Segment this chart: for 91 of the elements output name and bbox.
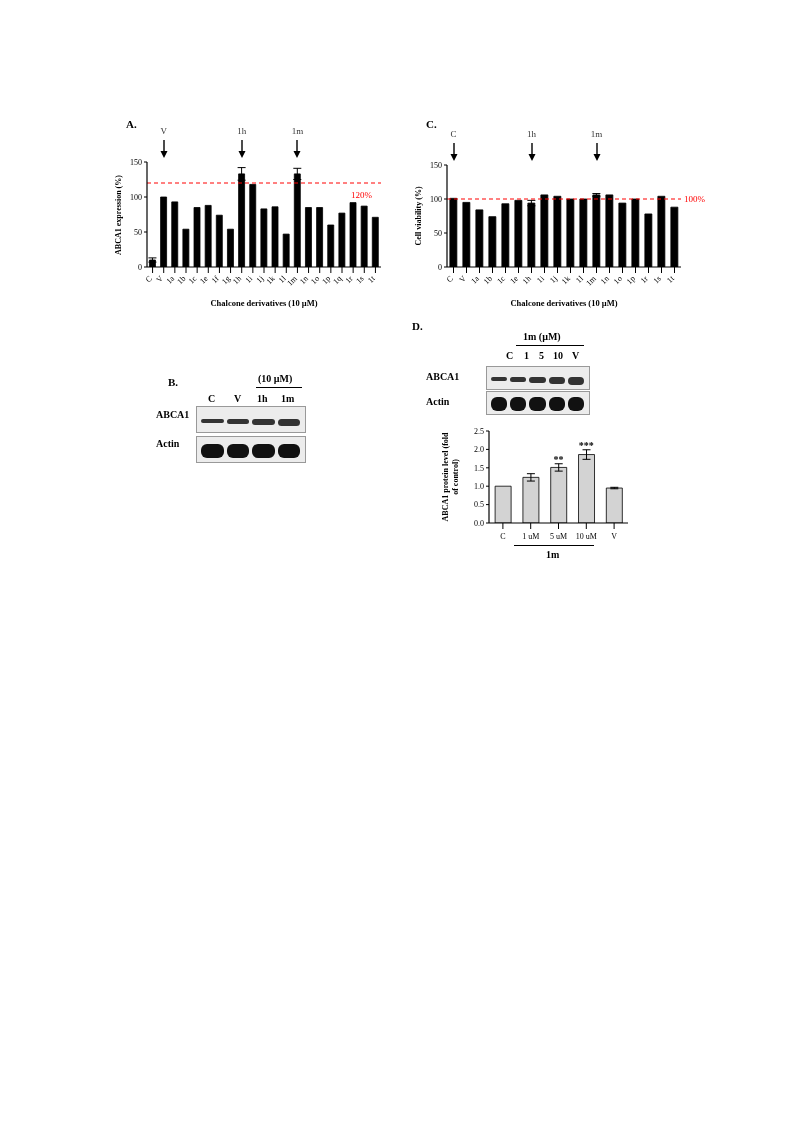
x-axis-title: Chalcone derivatives (10 µM) bbox=[509, 298, 619, 308]
x-tick-label: 1h bbox=[520, 274, 533, 287]
x-tick-label: 1p bbox=[320, 274, 333, 287]
y-tick-label: 0.5 bbox=[474, 500, 484, 510]
y-tick-label: 100 bbox=[130, 192, 142, 202]
x-tick-label: 1o bbox=[309, 274, 322, 287]
x-tick-label: 1n bbox=[297, 274, 310, 287]
text: 1h bbox=[526, 129, 537, 139]
text: 1h bbox=[257, 393, 268, 404]
x-tick-label: 1j bbox=[254, 274, 266, 285]
y-tick-label: 0 bbox=[138, 262, 142, 272]
chart-title: A. bbox=[126, 118, 137, 130]
x-tick-label: C bbox=[444, 274, 455, 285]
y-tick-label: 1.5 bbox=[474, 463, 484, 473]
y-tick-label: 1.0 bbox=[474, 482, 484, 492]
text: 10 bbox=[553, 350, 563, 361]
x-tick-label: 1i bbox=[243, 273, 255, 285]
ref-line-label: 120% bbox=[351, 190, 373, 201]
chart-title: C. bbox=[426, 118, 437, 130]
y-tick-label: 50 bbox=[434, 228, 442, 238]
x-tick-label: 10 uM bbox=[575, 532, 597, 541]
x-tick-label: 1b bbox=[481, 274, 494, 287]
x-tick-label: C bbox=[143, 274, 154, 285]
x-tick-label: 1n bbox=[598, 274, 611, 287]
x-tick-label: 1e bbox=[508, 273, 521, 286]
x-tick-label: 1t bbox=[366, 273, 378, 285]
x-tick-label: 1f bbox=[209, 273, 222, 286]
x-tick-label: 1r bbox=[343, 273, 355, 286]
x-tick-label: C bbox=[500, 532, 506, 541]
y-tick-label: 50 bbox=[134, 227, 142, 237]
x-tick-label: 1a bbox=[164, 273, 177, 286]
x-tick-label: 1s bbox=[651, 274, 663, 286]
text: ABCA1 bbox=[156, 409, 190, 420]
chart-title: D. bbox=[412, 320, 423, 332]
x-tick-label: 1r bbox=[638, 273, 651, 286]
x-tick-label: 1a bbox=[469, 273, 482, 286]
x-tick-label: 1s bbox=[354, 274, 366, 286]
text: 1 bbox=[524, 350, 529, 361]
y-axis-title: ABCA1 expression (%) bbox=[114, 174, 124, 255]
y-tick-label: 150 bbox=[130, 157, 142, 167]
text: V bbox=[572, 350, 580, 361]
text: V bbox=[159, 126, 168, 136]
text: 1m bbox=[290, 126, 305, 136]
text: C bbox=[208, 393, 216, 404]
text: 1m (µM) bbox=[523, 331, 561, 342]
y-tick-label: 150 bbox=[430, 160, 442, 170]
x-tick-label: 1o bbox=[611, 274, 624, 287]
x-tick-label: 1m bbox=[584, 273, 599, 288]
y-axis-title: Cell viability (%) bbox=[414, 186, 424, 246]
x-tick-label: 1 uM bbox=[522, 532, 540, 541]
x-axis-title: Chalcone derivatives (10 µM) bbox=[209, 298, 319, 308]
x-tick-label: 1c bbox=[495, 273, 508, 286]
text: C bbox=[506, 350, 514, 361]
x-tick-label: 1e bbox=[197, 273, 211, 286]
x-tick-label: 1p bbox=[624, 274, 637, 287]
text: C bbox=[449, 129, 458, 139]
x-tick-label: 1k bbox=[264, 274, 277, 287]
x-tick-label: 1h bbox=[231, 274, 244, 287]
text: V bbox=[234, 393, 242, 404]
text: 1m bbox=[281, 393, 295, 404]
text: Actin bbox=[156, 438, 180, 449]
annotation: ** bbox=[553, 453, 564, 465]
y-tick-label: 0 bbox=[438, 262, 442, 272]
y-tick-label: 0.0 bbox=[474, 518, 484, 528]
y-axis-title: ABCA1 protein level (fold of control) bbox=[441, 431, 461, 524]
y-tick-label: 100 bbox=[430, 194, 442, 204]
y-tick-label: 2.0 bbox=[474, 445, 484, 455]
x-tick-label: 1g bbox=[219, 274, 232, 287]
text: 5 bbox=[539, 350, 544, 361]
text: 1m bbox=[589, 129, 604, 139]
annotation: *** bbox=[578, 440, 594, 452]
text: ABCA1 bbox=[426, 371, 460, 382]
text: (10 µM) bbox=[258, 373, 293, 384]
y-tick-label: 2.5 bbox=[474, 426, 484, 436]
x-tick-label: 1c bbox=[186, 273, 199, 286]
x-tick-label: 1q bbox=[331, 274, 344, 287]
x-tick-label: 1b bbox=[175, 274, 188, 287]
ref-line-label: 100% bbox=[684, 194, 706, 205]
x-tick-label: V bbox=[611, 532, 618, 541]
x-tick-label: 5 uM bbox=[549, 532, 568, 541]
x-tick-label: 1l bbox=[574, 273, 586, 285]
text: B. bbox=[168, 376, 179, 388]
text: 1m bbox=[546, 549, 560, 560]
x-tick-label: 1t bbox=[665, 273, 677, 285]
x-tick-label: 1k bbox=[559, 274, 572, 287]
x-tick-label: 1j bbox=[548, 274, 559, 285]
text: 1h bbox=[236, 126, 248, 136]
x-tick-label: V bbox=[154, 273, 166, 285]
x-tick-label: 1i bbox=[535, 273, 547, 285]
text: Actin bbox=[426, 396, 450, 407]
x-tick-label: V bbox=[457, 273, 469, 285]
